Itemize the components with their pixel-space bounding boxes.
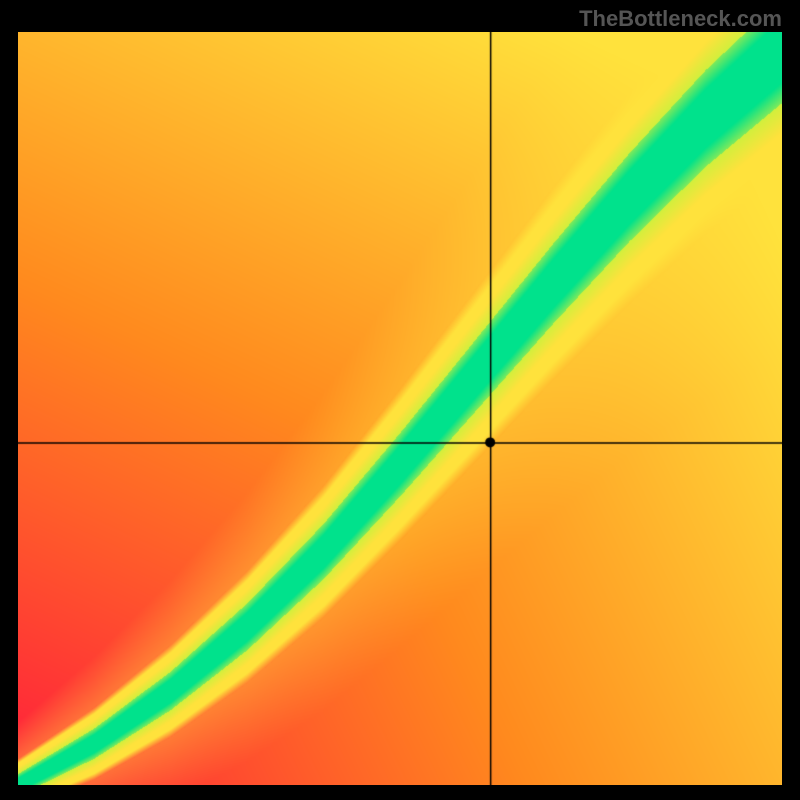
watermark: TheBottleneck.com: [579, 6, 782, 32]
chart-container: TheBottleneck.com: [0, 0, 800, 800]
bottleneck-heatmap: [18, 32, 782, 785]
